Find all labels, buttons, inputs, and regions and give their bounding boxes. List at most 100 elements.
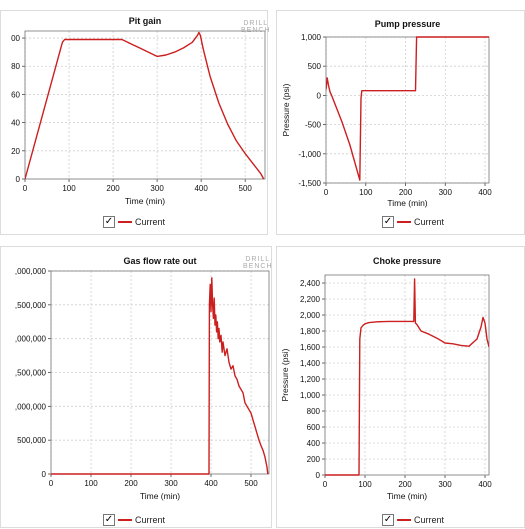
series-line-current xyxy=(25,31,265,180)
y-tick-label: 2,000 xyxy=(300,311,321,320)
y-tick-label: ,500,000 xyxy=(15,369,47,378)
y-tick-label: 0 xyxy=(16,175,21,184)
plot-area xyxy=(326,37,489,183)
x-tick-label: 0 xyxy=(324,188,329,197)
pump-pressure-chart: Pump pressure -1,500 -1,000 -500 0 500 1,000 0 1… xyxy=(281,19,492,208)
x-tick-label: 400 xyxy=(204,479,218,488)
chart-panel-gas-flow-rate-out: Gas flow rate out 0 500,000 ,000,000 ,500,00… xyxy=(0,246,272,528)
x-tick-label: 100 xyxy=(84,479,98,488)
legend-gas-flow-rate-out: ✓ Current xyxy=(103,514,165,526)
plot-area xyxy=(325,275,489,475)
drillbench-watermark: DRILL BENCH xyxy=(241,20,271,34)
x-tick-label: 0 xyxy=(23,184,28,193)
y-tick-label: 1,600 xyxy=(300,343,321,352)
chart-title: Pump pressure xyxy=(375,19,441,29)
legend-checkbox[interactable]: ✓ xyxy=(382,216,394,228)
y-tick-label: ,500,000 xyxy=(15,301,47,310)
x-tick-label: 200 xyxy=(398,480,412,489)
legend-label: Current xyxy=(135,515,166,525)
y-tick-label: 500 xyxy=(308,62,322,71)
x-tick-label: 300 xyxy=(150,184,164,193)
series-line-current xyxy=(326,36,489,181)
y-tick-label: 500,000 xyxy=(17,436,46,445)
y-tick-label: 1,800 xyxy=(300,327,321,336)
y-tick-label: 2,200 xyxy=(300,295,321,304)
x-tick-label: 300 xyxy=(439,188,453,197)
x-tick-label: 300 xyxy=(164,479,178,488)
legend-label: Current xyxy=(414,515,445,525)
y-tick-label: 2,400 xyxy=(300,279,321,288)
y-axis-label: Pressure (psi) xyxy=(280,348,290,401)
x-tick-label: 100 xyxy=(359,188,373,197)
plot-frame xyxy=(24,30,266,180)
y-tick-label: 80 xyxy=(11,62,20,71)
chart-panel-pump-pressure: Pump pressure -1,500 -1,000 -500 0 500 1,000 0 1… xyxy=(276,10,525,235)
legend-swatch xyxy=(397,519,411,521)
x-tick-label: 0 xyxy=(49,479,54,488)
y-axis-label: Pressure (psi) xyxy=(281,83,291,136)
y-tick-label: 00 xyxy=(11,34,20,43)
plot-area xyxy=(25,31,265,179)
gas-flow-rate-out-chart: Gas flow rate out 0 500,000 ,000,000 ,500,00… xyxy=(15,256,270,501)
x-tick-label: 100 xyxy=(62,184,76,193)
y-tick-label: 200 xyxy=(307,455,321,464)
y-tick-label: 1,000 xyxy=(300,391,321,400)
x-tick-label: 0 xyxy=(323,480,328,489)
legend-checkbox[interactable]: ✓ xyxy=(103,216,115,228)
legend-checkbox[interactable]: ✓ xyxy=(382,514,394,526)
drillbench-watermark: DRILL BENCH xyxy=(243,256,273,270)
x-tick-label: 400 xyxy=(478,188,492,197)
y-tick-label: 20 xyxy=(11,147,20,156)
y-tick-label: 800 xyxy=(307,407,321,416)
x-tick-label: 200 xyxy=(124,479,138,488)
y-tick-label: 0 xyxy=(42,470,47,479)
y-tick-label: ,000,000 xyxy=(15,267,47,276)
legend-label: Current xyxy=(414,217,445,227)
y-tick-label: 400 xyxy=(307,439,321,448)
y-tick-label: 0 xyxy=(316,471,321,480)
x-axis-label: Time (min) xyxy=(125,196,165,206)
legend-swatch xyxy=(397,221,411,223)
x-tick-label: 500 xyxy=(239,184,253,193)
legend-choke-pressure: ✓ Current xyxy=(382,514,444,526)
y-tick-label: ,000,000 xyxy=(15,335,47,344)
chart-panel-choke-pressure: Choke pressure 0 200 400 600 800 1,000 1,200 1,4… xyxy=(276,246,525,528)
y-tick-label: 60 xyxy=(11,90,20,99)
chart-title: Choke pressure xyxy=(373,256,441,266)
x-tick-label: 200 xyxy=(106,184,120,193)
legend-label: Current xyxy=(135,217,166,227)
x-tick-label: 100 xyxy=(358,480,372,489)
y-tick-label: 0 xyxy=(317,91,322,100)
x-axis-label: Time (min) xyxy=(387,491,427,501)
x-axis-label: Time (min) xyxy=(387,198,427,208)
x-axis-label: Time (min) xyxy=(140,491,180,501)
legend-swatch xyxy=(118,519,132,521)
choke-pressure-chart: Choke pressure 0 200 400 600 800 1,000 1,200 1,4… xyxy=(280,256,492,501)
chart-panel-pit-gain: Pit gain 0 20 40 60 80 00 0 100 200 300 400 500 Time … xyxy=(0,10,271,235)
y-tick-label: -500 xyxy=(305,121,322,130)
y-tick-label: 40 xyxy=(11,119,20,128)
legend-swatch xyxy=(118,221,132,223)
series-line-current xyxy=(51,277,269,475)
plot-frame xyxy=(324,274,490,476)
series-line-current xyxy=(325,278,489,476)
y-tick-label: -1,500 xyxy=(298,179,321,188)
x-tick-label: 200 xyxy=(399,188,413,197)
chart-title: Gas flow rate out xyxy=(123,256,196,266)
legend-checkbox[interactable]: ✓ xyxy=(103,514,115,526)
y-tick-label: 1,400 xyxy=(300,359,321,368)
x-tick-label: 500 xyxy=(244,479,258,488)
y-tick-label: ,000,000 xyxy=(15,402,47,411)
y-tick-label: -1,000 xyxy=(298,150,321,159)
legend-pit-gain: ✓ Current xyxy=(103,216,165,228)
x-tick-label: 400 xyxy=(478,480,492,489)
y-tick-label: 600 xyxy=(307,423,321,432)
x-tick-label: 300 xyxy=(438,480,452,489)
chart-title: Pit gain xyxy=(129,16,162,26)
y-tick-label: 1,200 xyxy=(300,375,321,384)
legend-pump-pressure: ✓ Current xyxy=(382,216,444,228)
plot-frame xyxy=(325,36,490,184)
x-tick-label: 400 xyxy=(194,184,208,193)
y-tick-label: 1,000 xyxy=(301,33,322,42)
